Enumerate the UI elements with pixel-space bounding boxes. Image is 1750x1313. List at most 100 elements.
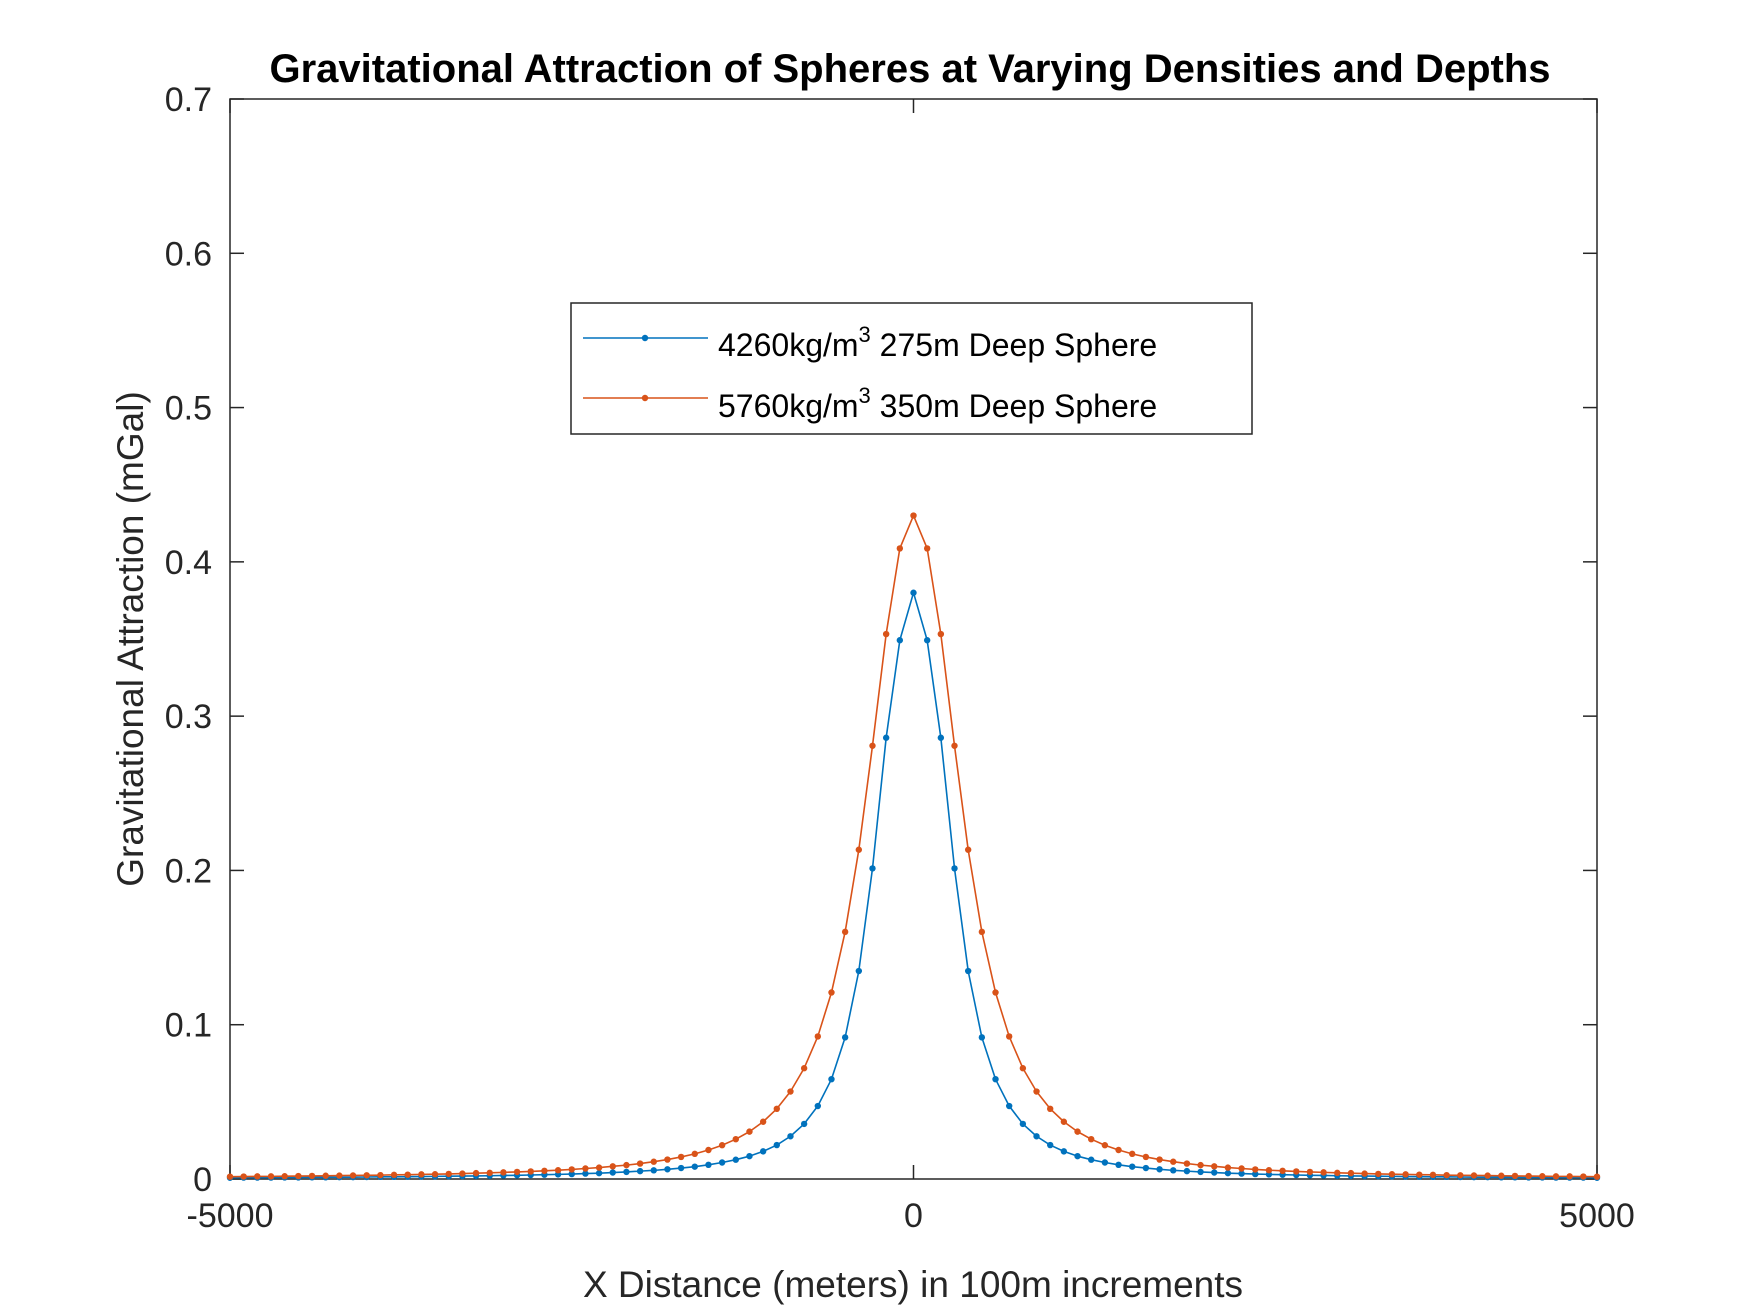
data-point [650,1167,657,1174]
data-point [1129,1150,1136,1158]
data-point [814,1102,822,1110]
data-point [404,1171,411,1178]
data-point [1197,1168,1204,1176]
data-point [691,1150,698,1158]
data-point [1539,1173,1546,1180]
data-point [1047,1141,1054,1149]
data-point [1552,1173,1560,1180]
data-point [1183,1160,1191,1167]
data-point [855,967,863,975]
data-point [664,1166,671,1173]
y-tick-label: 0.7 [165,81,212,119]
data-point [240,1173,247,1180]
data-point [910,512,917,519]
data-point [254,1173,261,1180]
data-point [1402,1171,1409,1178]
data-point [896,545,904,552]
data-point [1375,1170,1382,1178]
data-point [759,1148,767,1155]
data-point [431,1171,439,1178]
data-point [1060,1148,1068,1155]
data-point [964,846,972,853]
y-tick-label: 0.2 [165,852,212,890]
data-point [869,865,876,872]
data-point [1211,1163,1218,1170]
data-point [992,1075,999,1083]
data-point [705,1161,712,1169]
data-point [363,1172,370,1179]
data-point [595,1164,603,1171]
data-point [882,734,890,741]
data-point [1470,1172,1478,1179]
x-tick-label: 5000 [1559,1197,1635,1235]
data-point [787,1133,794,1140]
data-point [418,1171,425,1178]
data-point [964,967,972,975]
data-point [486,1169,493,1177]
data-point [541,1167,548,1175]
data-point [281,1173,288,1180]
plot-frame [229,98,1598,1180]
data-point [1320,1169,1327,1176]
data-point [336,1172,343,1179]
legend-label-series-1: 4260kg/m3 275m Deep Sphere [718,322,1157,363]
data-point [855,846,863,853]
legend-label-series-1-rest: 275m Deep Sphere [871,327,1157,363]
data-point [1088,1156,1095,1163]
data-point [937,734,945,741]
data-point [1033,1133,1040,1140]
data-point [582,1165,589,1172]
data-point [1224,1169,1232,1177]
y-tick-label: 0.3 [165,698,212,736]
data-point [978,928,986,936]
data-point [1361,1170,1368,1177]
data-point [664,1156,671,1163]
data-point [472,1169,480,1177]
data-point [1101,1159,1109,1166]
data-point [1115,1161,1122,1169]
data-point [1005,1102,1013,1110]
data-point [841,928,849,936]
data-point [568,1170,575,1178]
data-point [1566,1173,1573,1180]
data-point [1211,1169,1218,1176]
data-point [267,1173,275,1180]
x-axis-label: X Distance (meters) in 100m increments [583,1264,1243,1305]
data-point [1498,1172,1505,1179]
y-tick-label: 0.5 [165,390,212,428]
data-point [691,1163,698,1170]
data-point [773,1141,780,1149]
data-point [1457,1172,1464,1179]
data-point [951,742,958,749]
series-layer [226,512,1601,1181]
data-point [500,1169,507,1176]
data-point [814,1033,822,1040]
data-point [732,1156,739,1163]
data-point [1252,1170,1259,1178]
data-point [1252,1166,1259,1173]
data-point [773,1105,780,1113]
data-point [923,545,931,552]
data-point [828,989,835,996]
data-point [636,1160,644,1167]
data-point [377,1171,384,1179]
axis-ticks: 00.10.20.30.40.50.60.7-5000 0 5000 [165,81,1635,1235]
y-tick-label: 0.1 [165,1007,212,1045]
data-point [1060,1118,1068,1125]
data-point [1101,1142,1109,1149]
data-point [1115,1146,1122,1154]
data-point [1088,1135,1095,1143]
data-point [1183,1167,1191,1175]
data-point [1156,1156,1163,1163]
data-point [1293,1168,1300,1175]
data-point [595,1169,603,1177]
data-point [910,589,917,596]
data-point [1074,1128,1081,1135]
data-point [951,865,958,872]
data-point [992,989,999,996]
data-point [1347,1169,1355,1177]
data-point [1593,1173,1601,1180]
y-tick-label: 0 [193,1161,212,1199]
data-point [869,742,876,749]
legend-label-series-2: 5760kg/m3 350m Deep Sphere [718,383,1157,424]
